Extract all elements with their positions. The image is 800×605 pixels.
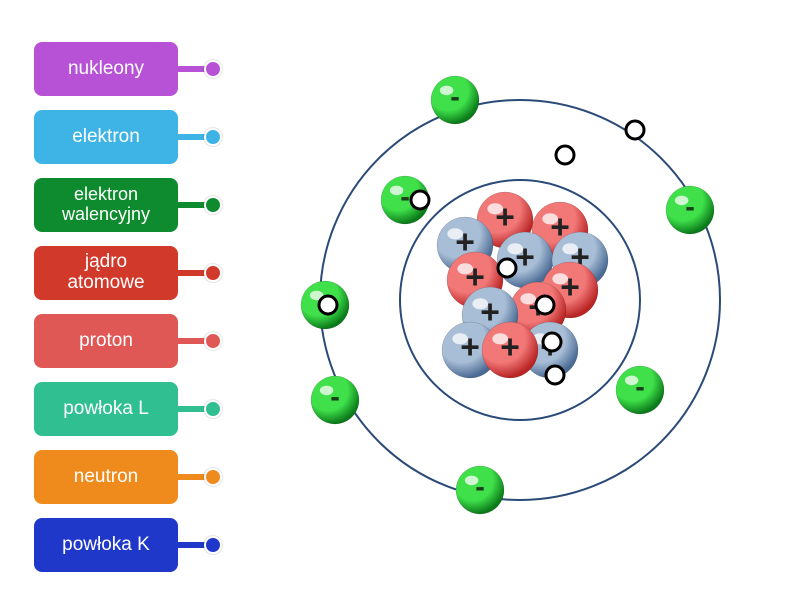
label-drag-handle-powloka-l[interactable] (204, 400, 222, 418)
electron-1-label: - (685, 192, 695, 224)
drop-target-2[interactable] (411, 191, 429, 209)
label-chip-neutron[interactable]: neutron (34, 450, 178, 504)
electron-6-label: - (400, 182, 410, 214)
label-chip-walencyjny[interactable]: elektron walencyjny (34, 178, 178, 232)
electron-3: - (456, 466, 504, 514)
label-drag-handle-proton[interactable] (204, 332, 222, 350)
label-drag-handle-jadro[interactable] (204, 264, 222, 282)
drop-target-7[interactable] (546, 366, 564, 384)
label-row-nukleony: nukleony (34, 42, 214, 96)
label-row-elektron: elektron (34, 110, 214, 164)
label-drag-handle-nukleony[interactable] (204, 60, 222, 78)
drop-target-5[interactable] (536, 296, 554, 314)
label-row-walencyjny: elektron walencyjny (34, 178, 214, 232)
proton-0-label: + (495, 199, 515, 236)
labels-panel: nukleony elektron elektron walencyjny jądro… (34, 42, 214, 586)
label-row-neutron: neutron (34, 450, 214, 504)
drop-target-6[interactable] (543, 333, 561, 351)
electron-4-label: - (330, 382, 340, 414)
label-chip-powloka-k[interactable]: powłoka K (34, 518, 178, 572)
label-chip-proton[interactable]: proton (34, 314, 178, 368)
proton-5: + (482, 322, 538, 378)
label-row-jadro: jądro atomowe (34, 246, 214, 300)
atom-diagram: ++++++++++++------- (260, 0, 800, 600)
neutron-1-label: + (515, 239, 535, 276)
drop-target-3[interactable] (319, 296, 337, 314)
electron-0-label: - (450, 82, 460, 114)
label-chip-elektron[interactable]: elektron (34, 110, 178, 164)
label-row-powloka-l: powłoka L (34, 382, 214, 436)
label-drag-handle-elektron[interactable] (204, 128, 222, 146)
electron-2-label: - (635, 372, 645, 404)
label-row-powloka-k: powłoka K (34, 518, 214, 572)
electron-1: - (666, 186, 714, 234)
label-row-proton: proton (34, 314, 214, 368)
label-drag-handle-powloka-k[interactable] (204, 536, 222, 554)
electron-3-label: - (475, 472, 485, 504)
electron-0: - (431, 76, 479, 124)
neutron-5-label: + (460, 329, 480, 366)
label-chip-powloka-l[interactable]: powłoka L (34, 382, 178, 436)
electron-2: - (616, 366, 664, 414)
label-chip-nukleony[interactable]: nukleony (34, 42, 178, 96)
proton-5-label: + (500, 329, 520, 366)
drop-target-0[interactable] (556, 146, 574, 164)
drop-target-4[interactable] (498, 259, 516, 277)
label-chip-jadro[interactable]: jądro atomowe (34, 246, 178, 300)
label-drag-handle-walencyjny[interactable] (204, 196, 222, 214)
label-drag-handle-neutron[interactable] (204, 468, 222, 486)
drop-target-1[interactable] (626, 121, 644, 139)
electron-4: - (311, 376, 359, 424)
